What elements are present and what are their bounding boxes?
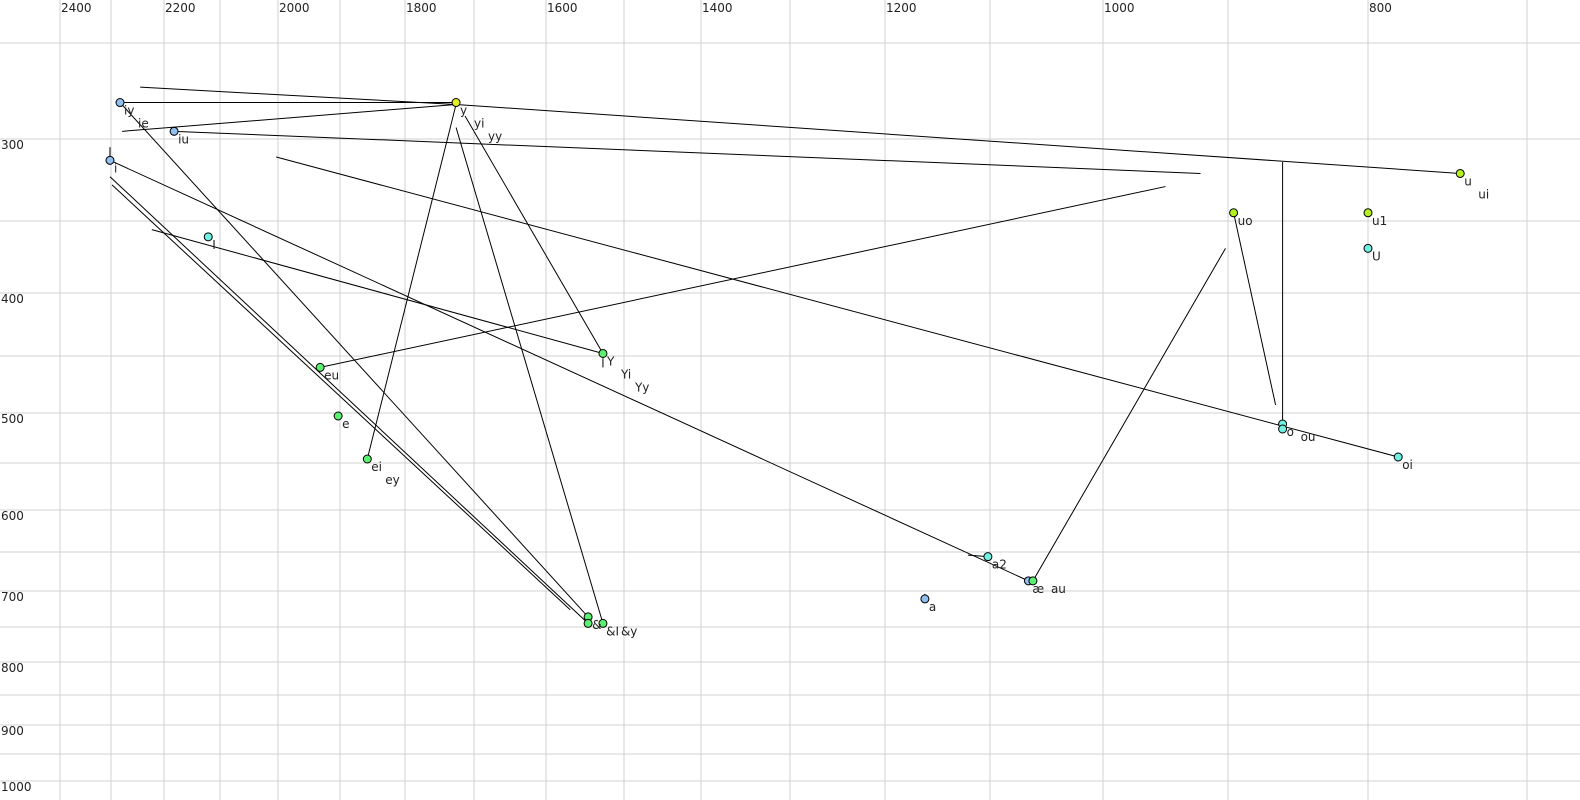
point-label: oi	[1402, 458, 1413, 472]
trajectory-line	[122, 103, 457, 132]
trajectory-line	[1032, 248, 1226, 582]
trajectory-line	[109, 176, 589, 624]
point-label: iy	[124, 104, 134, 118]
data-point	[983, 552, 993, 562]
data-point	[169, 126, 179, 136]
x-tick-label: 1000	[1104, 1, 1135, 15]
point-label: &y	[621, 624, 637, 638]
point-label: u	[1464, 174, 1472, 188]
data-point	[1455, 168, 1465, 178]
data-point	[1028, 576, 1038, 586]
trajectory-line	[464, 115, 604, 354]
point-label: au	[1051, 582, 1066, 596]
trajectory-line	[151, 229, 604, 354]
x-tick-label: 1800	[406, 1, 437, 15]
y-tick-label: 600	[1, 509, 24, 523]
trajectory-line	[111, 184, 571, 611]
data-point	[920, 594, 930, 604]
data-point	[598, 618, 608, 628]
y-tick-label: 900	[1, 724, 24, 738]
point-label: U	[1372, 249, 1381, 263]
data-point	[583, 618, 593, 628]
point-label: iu	[178, 132, 189, 146]
point-label: ey	[385, 473, 399, 487]
point-label: y	[460, 104, 467, 118]
trajectory-line	[140, 86, 457, 105]
y-tick-label: 400	[1, 292, 24, 306]
point-label: Yy	[634, 380, 649, 394]
trajectories	[109, 86, 1461, 624]
data-point	[1229, 208, 1239, 218]
point-label: uo	[1238, 214, 1253, 228]
data-point	[203, 232, 213, 242]
trajectory-line	[174, 130, 1201, 174]
point-label: &I	[606, 624, 619, 638]
point-label: yy	[488, 130, 502, 144]
trajectory-line	[109, 159, 1029, 582]
x-tick-label: 800	[1369, 1, 1392, 15]
data-points	[105, 98, 1465, 628]
data-point	[1363, 243, 1373, 253]
y-tick-label: 300	[1, 138, 24, 152]
point-label: ei	[371, 460, 382, 474]
point-label: i	[114, 161, 117, 175]
point-label: ie	[138, 117, 149, 131]
point-label: ui	[1478, 187, 1489, 201]
x-tick-label: 2400	[61, 1, 92, 15]
y-tick-label: 500	[1, 412, 24, 426]
y-tick-label: 800	[1, 661, 24, 675]
x-tick-label: 2000	[279, 1, 310, 15]
data-point	[362, 454, 372, 464]
data-point	[115, 98, 125, 108]
trajectory-line	[456, 103, 1461, 174]
point-label: I	[212, 238, 216, 252]
point-label: æ	[1032, 582, 1044, 596]
x-tick-label: 1400	[702, 1, 733, 15]
point-label: Yi	[620, 367, 631, 381]
axis-ticks: 2400 2200 2000 1800 1600 1400 1200 1000 800 300 40…	[1, 1, 1392, 794]
point-label: Y	[606, 354, 615, 368]
point-label: a2	[992, 558, 1007, 572]
data-point	[1278, 424, 1288, 434]
data-point	[105, 155, 115, 165]
point-label: e	[342, 417, 349, 431]
x-tick-label: 1200	[886, 1, 917, 15]
point-label: u1	[1372, 214, 1387, 228]
data-point	[1363, 208, 1373, 218]
x-tick-label: 2200	[165, 1, 196, 15]
trajectory-line	[366, 104, 457, 460]
data-point	[315, 362, 325, 372]
trajectory-line	[455, 127, 604, 624]
trajectory-line	[320, 186, 1166, 368]
point-label: yi	[474, 117, 484, 131]
point-label: a	[929, 600, 936, 614]
point-label: ou	[1301, 430, 1316, 444]
point-label: &	[592, 618, 601, 632]
y-tick-label: 700	[1, 590, 24, 604]
point-label: o	[1287, 425, 1294, 439]
data-point	[451, 98, 461, 108]
x-tick-label: 1600	[547, 1, 578, 15]
trajectory-line	[276, 156, 1399, 458]
data-point	[1393, 452, 1403, 462]
data-point	[598, 348, 608, 358]
y-tick-label: 1000	[1, 780, 32, 794]
data-point	[333, 411, 343, 421]
point-label: eu	[324, 368, 339, 382]
trajectory-line	[1233, 212, 1277, 406]
